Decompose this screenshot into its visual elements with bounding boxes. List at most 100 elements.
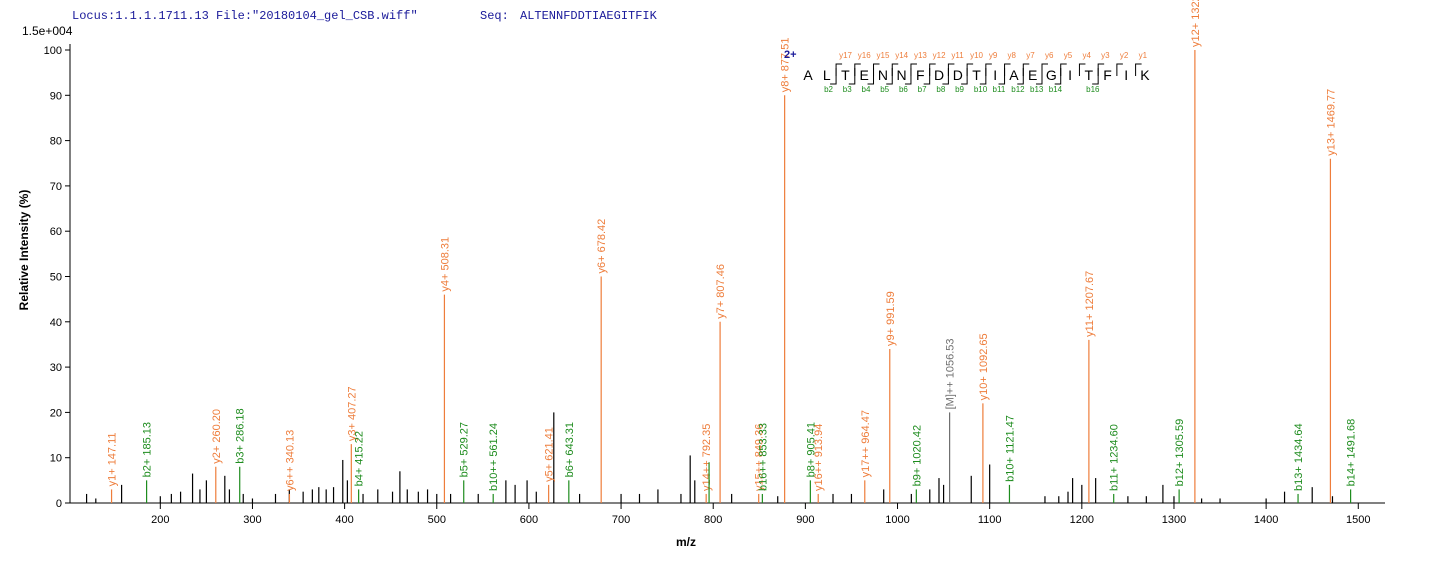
peak-label: b2+ 185.13	[142, 422, 154, 477]
residue: G	[1046, 67, 1057, 83]
seq-label: Seq:	[480, 9, 509, 23]
residue: D	[953, 67, 963, 83]
peak-label: b10++ 561.24	[488, 423, 500, 491]
x-tick-label: 300	[243, 514, 261, 526]
y-tick-label: 100	[44, 45, 62, 57]
y-tick-label: 30	[50, 362, 62, 374]
peak-label: b11+ 1234.60	[1109, 424, 1121, 491]
y-tick-label: 40	[50, 317, 62, 329]
b-ion-label: b3	[843, 85, 852, 94]
b-ion-bracket	[1017, 68, 1024, 85]
b-ion-label: b5	[880, 85, 889, 94]
x-tick-label: 1100	[978, 514, 1002, 526]
b-ion-label: b9	[955, 85, 964, 94]
y-ion-label: y9	[989, 51, 998, 60]
y-ion-bracket	[1135, 63, 1142, 76]
peak-label: y1+ 147.11	[107, 432, 119, 486]
peak-label: y11+ 1207.67	[1084, 271, 1096, 337]
peak-label: y14++ 792.35	[701, 424, 713, 491]
b-ion-bracket	[1054, 68, 1062, 85]
x-tick-label: 1000	[885, 514, 909, 526]
peak-label: b3+ 286.18	[235, 408, 247, 463]
peak-label: y8+ 877.51	[780, 38, 792, 93]
y-ion-bracket	[1116, 63, 1123, 76]
b-ion-label: b7	[918, 85, 927, 94]
x-tick-label: 200	[151, 514, 169, 526]
y-ion-label: y16	[858, 51, 871, 60]
scale-label: 1.5e+004	[22, 24, 73, 38]
b-ion-bracket	[1036, 68, 1043, 85]
y-ion-label: y1	[1139, 51, 1148, 60]
peak-label: y15++ 849.36	[754, 424, 766, 491]
x-axis-title: m/z	[676, 535, 696, 549]
y-ion-label: y14	[895, 51, 908, 60]
peak-label: b9+ 1020.42	[911, 425, 923, 486]
b-ion-bracket	[923, 68, 931, 85]
residue: N	[878, 67, 888, 83]
y-tick-label: 50	[50, 272, 62, 284]
residue: K	[1140, 67, 1150, 83]
y-tick-label: 90	[50, 90, 62, 102]
x-tick-label: 800	[704, 514, 722, 526]
residue: F	[1103, 67, 1112, 83]
b-ion-label: b10	[974, 85, 988, 94]
b-ion-label: b16	[1086, 85, 1100, 94]
b-ion-bracket	[867, 68, 875, 85]
residue: F	[916, 67, 925, 83]
peak-label: y3+ 407.27	[346, 386, 358, 441]
residue: E	[859, 67, 868, 83]
sequence: ALTENNFDDTIAEGITFIK	[520, 9, 658, 23]
b-ion-bracket	[942, 68, 949, 85]
y-tick-label: 70	[50, 181, 62, 193]
b-ion-bracket	[886, 68, 893, 85]
y-ion-label: y15	[877, 51, 890, 60]
x-tick-label: 1400	[1254, 514, 1278, 526]
peak-label: y10+ 1092.65	[978, 333, 990, 400]
y-ion-label: y8	[1008, 51, 1017, 60]
y-ion-label: y13	[914, 51, 927, 60]
y-tick-label: 60	[50, 226, 62, 238]
y-axis-title: Relative Intensity (%)	[17, 190, 31, 311]
y-tick-label: 10	[50, 453, 62, 465]
x-tick-label: 1300	[1162, 514, 1186, 526]
x-tick-label: 400	[335, 514, 353, 526]
y-ion-label: y10	[970, 51, 983, 60]
y-ion-label: y4	[1082, 51, 1091, 60]
b-ion-label: b6	[899, 85, 908, 94]
residue: A	[803, 67, 813, 83]
peak-label: b5+ 529.27	[459, 422, 471, 477]
b-ion-bracket	[830, 68, 837, 85]
residue: A	[1009, 67, 1019, 83]
peak-label: y5+ 621.41	[544, 427, 556, 482]
b-ion-label: b14	[1049, 85, 1063, 94]
peak-label: y9+ 991.59	[885, 291, 897, 346]
b-ion-bracket	[904, 68, 912, 85]
residue: T	[1085, 67, 1094, 83]
y-ion-label: y2	[1120, 51, 1129, 60]
residue: L	[823, 67, 831, 83]
b-ion-label: b4	[862, 85, 871, 94]
y-tick-label: 0	[56, 498, 62, 510]
b-ion-label: b13	[1030, 85, 1044, 94]
x-tick-label: 900	[796, 514, 814, 526]
b-ion-bracket	[998, 68, 1006, 85]
b-ion-bracket	[979, 68, 987, 85]
x-tick-label: 700	[612, 514, 630, 526]
peak-label: [M]++ 1056.53	[945, 338, 957, 409]
b-ion-bracket	[1092, 68, 1099, 85]
peak-label: b14+ 1491.68	[1346, 419, 1358, 487]
peak-label: y6+ 678.42	[596, 219, 608, 274]
peak-label: b10+ 1121.47	[1004, 415, 1016, 482]
y-ion-label: y11	[951, 51, 964, 60]
peak-label: b6+ 643.31	[564, 422, 576, 477]
peak-label: b4+ 415.22	[354, 431, 366, 486]
residue: T	[841, 67, 850, 83]
peak-label: y7+ 807.46	[715, 264, 727, 319]
y-ion-label: y7	[1026, 51, 1035, 60]
y-ion-label: y17	[839, 51, 852, 60]
y-tick-label: 80	[50, 136, 62, 148]
residue: D	[934, 67, 944, 83]
peak-label: y2+ 260.20	[211, 409, 223, 464]
residue: N	[897, 67, 907, 83]
